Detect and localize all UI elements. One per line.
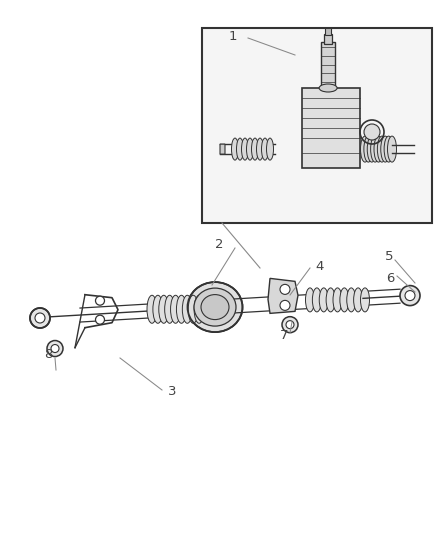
Polygon shape xyxy=(267,278,297,313)
Ellipse shape xyxy=(256,138,263,160)
Ellipse shape xyxy=(312,288,321,312)
Ellipse shape xyxy=(241,138,248,160)
Ellipse shape xyxy=(182,295,192,324)
Bar xyxy=(325,28,330,35)
Circle shape xyxy=(404,290,414,301)
Text: 4: 4 xyxy=(314,260,323,272)
Bar xyxy=(320,42,334,88)
Ellipse shape xyxy=(194,288,236,326)
Ellipse shape xyxy=(200,295,209,324)
Text: 1: 1 xyxy=(228,29,237,43)
Text: 5: 5 xyxy=(384,251,392,263)
Ellipse shape xyxy=(318,84,336,92)
Ellipse shape xyxy=(380,136,389,162)
FancyBboxPatch shape xyxy=(219,144,225,154)
Ellipse shape xyxy=(236,138,243,160)
Circle shape xyxy=(363,124,379,140)
Ellipse shape xyxy=(246,138,253,160)
Text: 7: 7 xyxy=(279,329,287,343)
Circle shape xyxy=(95,315,104,324)
Text: 3: 3 xyxy=(168,385,176,399)
Circle shape xyxy=(285,321,293,329)
Circle shape xyxy=(95,296,104,305)
Circle shape xyxy=(279,301,290,310)
Circle shape xyxy=(30,308,50,328)
Ellipse shape xyxy=(231,138,238,160)
Ellipse shape xyxy=(164,295,174,324)
Ellipse shape xyxy=(360,136,369,162)
Ellipse shape xyxy=(152,295,162,324)
Circle shape xyxy=(51,344,59,352)
Ellipse shape xyxy=(176,295,186,324)
Ellipse shape xyxy=(367,136,375,162)
Ellipse shape xyxy=(187,282,242,332)
Bar xyxy=(201,28,431,223)
Ellipse shape xyxy=(339,288,348,312)
Circle shape xyxy=(281,317,297,333)
Circle shape xyxy=(279,285,290,294)
Text: 6: 6 xyxy=(386,271,394,285)
Ellipse shape xyxy=(305,288,314,312)
Ellipse shape xyxy=(377,136,385,162)
Ellipse shape xyxy=(188,295,198,324)
Ellipse shape xyxy=(373,136,382,162)
Circle shape xyxy=(47,341,63,357)
Ellipse shape xyxy=(325,288,334,312)
Ellipse shape xyxy=(387,136,396,162)
Ellipse shape xyxy=(383,136,392,162)
Ellipse shape xyxy=(194,295,204,324)
Circle shape xyxy=(35,313,45,323)
Ellipse shape xyxy=(147,295,157,324)
Text: 2: 2 xyxy=(215,238,223,251)
Bar xyxy=(301,88,359,168)
Ellipse shape xyxy=(170,295,180,324)
Text: 8: 8 xyxy=(45,349,53,361)
Ellipse shape xyxy=(318,288,328,312)
Ellipse shape xyxy=(201,295,229,320)
Bar xyxy=(323,34,331,44)
Ellipse shape xyxy=(332,288,341,312)
Ellipse shape xyxy=(363,136,372,162)
Circle shape xyxy=(399,286,419,305)
Ellipse shape xyxy=(370,136,379,162)
Ellipse shape xyxy=(266,138,273,160)
Ellipse shape xyxy=(261,138,268,160)
Ellipse shape xyxy=(353,288,362,312)
Ellipse shape xyxy=(346,288,355,312)
Ellipse shape xyxy=(251,138,258,160)
Ellipse shape xyxy=(159,295,168,324)
Ellipse shape xyxy=(360,288,369,312)
